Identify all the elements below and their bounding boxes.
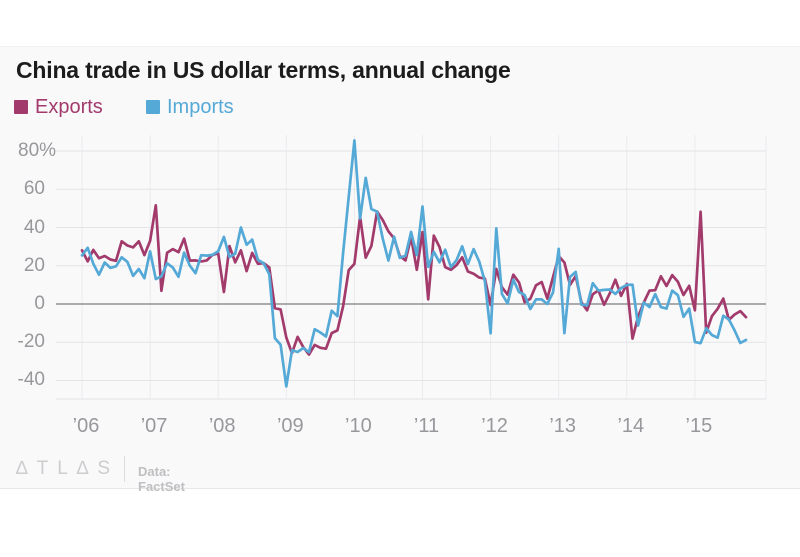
atlas-logo: ∆TL∆S xyxy=(16,458,120,479)
x-tick-label: ’11 xyxy=(413,415,440,437)
chart-canvas xyxy=(56,135,767,400)
chart-title: China trade in US dollar terms, annual c… xyxy=(16,57,511,83)
legend-item-exports: Exports xyxy=(14,96,103,118)
x-tick-label: ’14 xyxy=(617,415,645,437)
imports-line xyxy=(80,139,748,388)
x-tick-label: ’08 xyxy=(208,415,236,437)
x-tick-label: ’06 xyxy=(72,415,100,437)
y-tick-label: -20 xyxy=(17,331,45,353)
data-source-label: Data: FactSet xyxy=(138,464,185,494)
footer-divider xyxy=(124,456,125,482)
x-tick-label: ’12 xyxy=(481,415,508,437)
y-tick-label: 80% xyxy=(18,140,57,162)
legend-label-imports: Imports xyxy=(167,96,234,118)
imports-swatch-icon xyxy=(146,100,160,114)
y-tick-label: -40 xyxy=(17,369,45,391)
y-tick-label: 40 xyxy=(23,216,45,238)
x-tick-label: ’13 xyxy=(549,415,577,437)
exports-swatch-icon xyxy=(14,100,28,114)
x-tick-label: ’09 xyxy=(276,415,304,437)
y-tick-label: 60 xyxy=(23,178,45,200)
chart-card: China trade in US dollar terms, annual c… xyxy=(0,46,800,494)
x-tick-label: ’10 xyxy=(345,415,372,437)
y-tick-label: 0 xyxy=(34,293,45,314)
x-tick-label: ’07 xyxy=(140,415,168,437)
legend-label-exports: Exports xyxy=(35,96,103,118)
exports-line xyxy=(80,203,748,356)
x-tick-label: ’15 xyxy=(685,415,713,437)
legend-item-imports: Imports xyxy=(146,96,234,118)
y-tick-label: 20 xyxy=(23,254,45,276)
